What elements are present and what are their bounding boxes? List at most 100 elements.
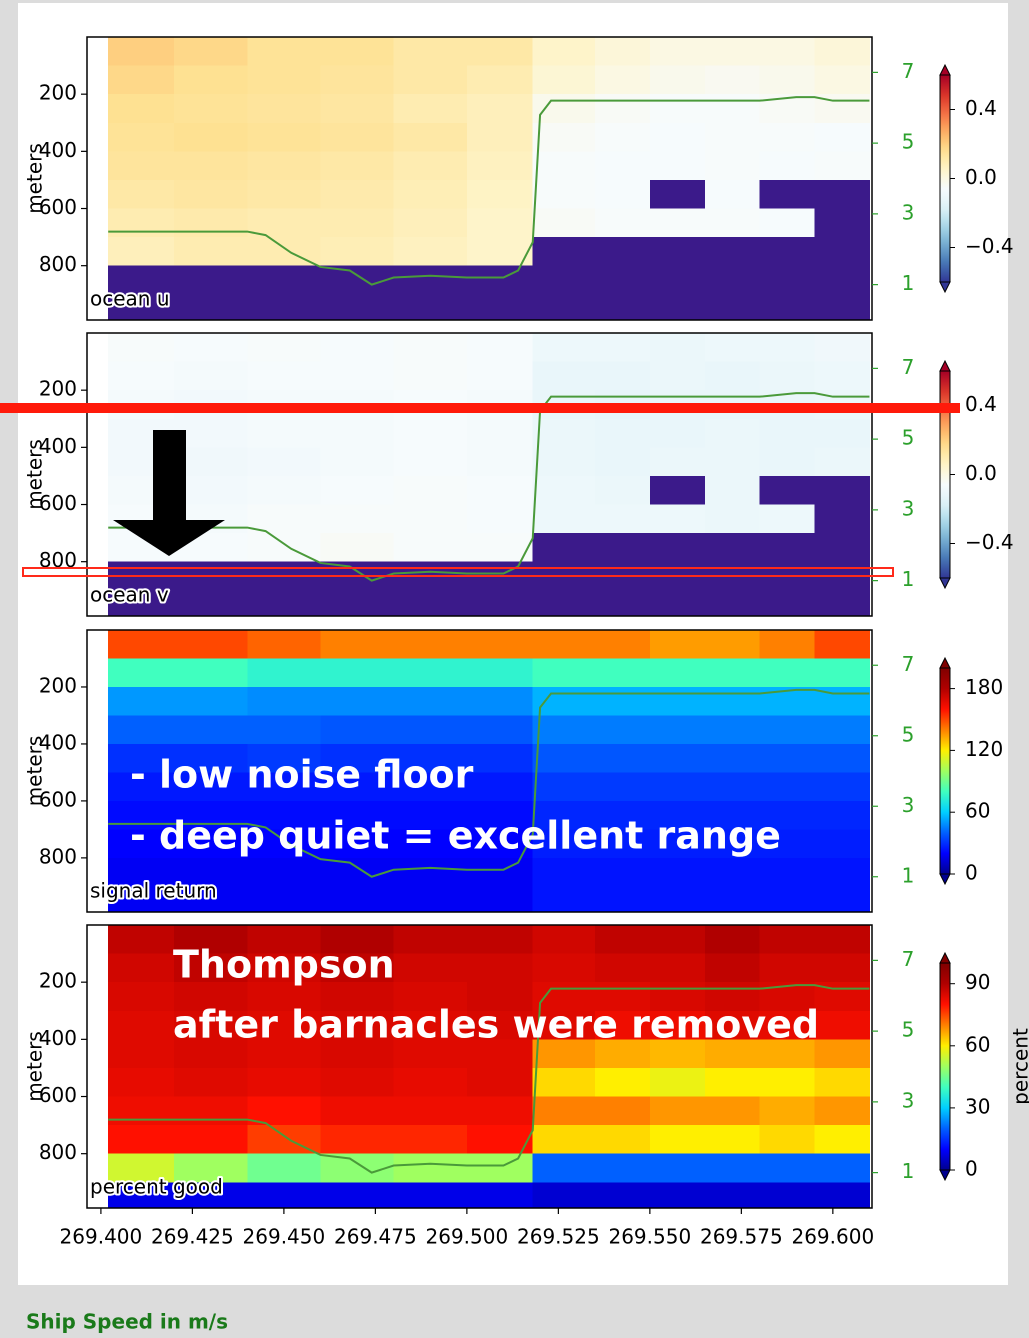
heatmap-cell	[320, 1125, 395, 1155]
x-tick-label: 269.425	[151, 1225, 234, 1249]
heatmap-cell	[108, 1153, 175, 1183]
colorbar-tick-label: 0.4	[965, 392, 997, 416]
heatmap-cell	[704, 743, 761, 773]
heatmap-cell	[466, 630, 534, 659]
heatmap-cell	[466, 857, 534, 887]
heatmap-cell	[320, 37, 395, 67]
heatmap-cell	[466, 1067, 534, 1098]
heatmap-cell	[649, 743, 706, 773]
heatmap-cell	[814, 829, 870, 859]
heatmap-cell	[108, 925, 175, 955]
heatmap-cell	[108, 982, 175, 1012]
heatmap-cell	[759, 886, 816, 913]
axes-frame	[86, 629, 873, 913]
heatmap-cell	[174, 886, 248, 913]
heatmap-cell	[759, 1153, 816, 1183]
annotation: - deep quiet = excellent range	[130, 814, 781, 858]
heatmap-cell	[759, 857, 816, 887]
heatmap-cell	[108, 1010, 175, 1040]
colorbar-tick-label: 0	[965, 1157, 978, 1181]
colorbar-tick-label: 120	[965, 737, 1003, 761]
panel-label: ocean v	[90, 583, 169, 607]
heatmap-cell	[759, 1039, 816, 1069]
heatmap-cell	[466, 772, 534, 802]
heatmap-cell	[594, 208, 651, 238]
heatmap-cell	[594, 151, 651, 181]
heatmap-cell	[393, 857, 468, 887]
heatmap-cell	[704, 1153, 761, 1183]
heatmap-cell	[704, 533, 761, 563]
heatmap-cell	[247, 1067, 321, 1098]
heatmap-cell	[108, 208, 175, 238]
heatmap-cell	[532, 333, 596, 363]
heatmap-cell	[649, 1067, 706, 1098]
heatmap-cell	[393, 1039, 468, 1069]
heatmap-cell	[320, 504, 395, 534]
heatmap-cell	[814, 265, 870, 295]
heatmap-cell	[320, 982, 395, 1012]
heatmap-cell	[247, 715, 321, 745]
heatmap-cell	[594, 686, 651, 716]
heatmap-cell	[532, 590, 596, 617]
y-tick-label: 200	[39, 377, 77, 401]
heatmap-cell	[649, 1010, 706, 1040]
heatmap-cell	[759, 772, 816, 802]
heatmap-cell	[320, 800, 395, 830]
heatmap-cell	[594, 590, 651, 617]
heatmap-cell	[532, 37, 596, 67]
heatmap-cell	[594, 630, 651, 659]
heatmap-cell	[704, 237, 761, 267]
heatmap-cell	[393, 925, 468, 955]
heatmap-cell	[174, 829, 248, 859]
heatmap-cell	[174, 982, 248, 1012]
heatmap-cell	[649, 65, 706, 95]
heatmap-cell	[320, 533, 395, 563]
heatmap-cell	[393, 982, 468, 1012]
heatmap-cell	[649, 658, 706, 688]
heatmap-cell	[108, 1039, 175, 1069]
heatmap-cell	[532, 179, 596, 210]
heatmap-cell	[814, 179, 870, 210]
heatmap-cell	[174, 1096, 248, 1126]
colorbar-tick-label: 0	[965, 861, 978, 885]
heatmap-cell	[393, 800, 468, 830]
heatmap-cell	[649, 265, 706, 295]
colorbar-tick-label: 0.0	[965, 461, 997, 485]
heatmap-cell	[594, 361, 651, 391]
heatmap-cell	[814, 504, 870, 534]
heatmap-cell	[814, 1096, 870, 1126]
heatmap-cell	[594, 800, 651, 830]
heatmap-cell	[466, 1182, 534, 1209]
heatmap-cell	[594, 294, 651, 321]
heatmap-cell	[466, 1010, 534, 1040]
y2-tick-label: 1	[902, 1159, 915, 1183]
colorbar	[940, 668, 950, 874]
heatmap-cell	[320, 151, 395, 181]
heatmap-cell	[466, 982, 534, 1012]
y2-tick-label: 3	[902, 496, 915, 520]
heatmap-cell	[393, 686, 468, 716]
heatmap-cell	[108, 715, 175, 745]
heatmap-cell	[649, 179, 706, 210]
y-axis-label: meters	[23, 439, 47, 510]
heatmap-cell	[594, 237, 651, 267]
heatmap-cell	[108, 237, 175, 267]
heatmap-cell	[532, 1039, 596, 1069]
heatmap-cell	[466, 361, 534, 391]
x-tick-label: 269.575	[700, 1225, 783, 1249]
y-tick-label: 800	[39, 252, 77, 276]
heatmap-cell	[247, 800, 321, 830]
heatmap-cell	[649, 533, 706, 563]
y2-tick-label: 5	[902, 1018, 915, 1042]
heatmap-cell	[814, 533, 870, 563]
x-tick-label: 269.525	[517, 1225, 600, 1249]
colorbar-frame	[939, 962, 951, 1171]
heatmap-cell	[649, 630, 706, 659]
heatmap-cell	[108, 1182, 175, 1209]
heatmap-cell	[108, 151, 175, 181]
heatmap-cell	[108, 686, 175, 716]
heatmap-cell	[649, 925, 706, 955]
heatmap-cell	[704, 208, 761, 238]
heatmap-cell	[247, 504, 321, 534]
